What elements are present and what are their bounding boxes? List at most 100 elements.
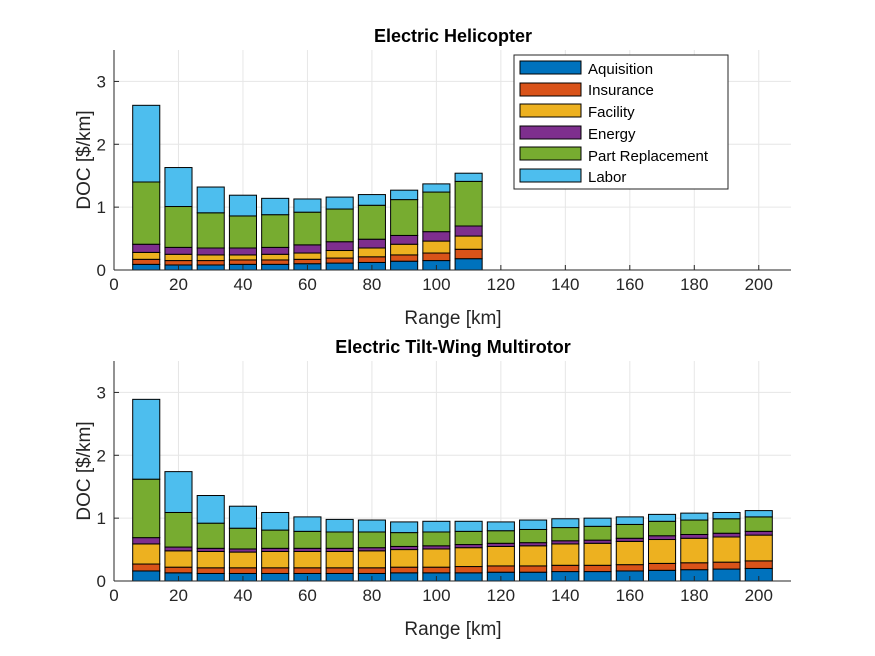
x-tick-label: 180 (680, 275, 708, 294)
bar-segment-aquisition (196, 572, 225, 582)
bar-segment-facility (390, 549, 419, 568)
x-tick-label: 80 (362, 275, 381, 294)
bar-segment-labor (744, 510, 773, 518)
bar-segment-aquisition (454, 258, 483, 271)
bar-stack-60 (293, 516, 322, 582)
bar-stack-90 (390, 521, 419, 582)
x-tick-label: 100 (422, 275, 450, 294)
bar-segment-insurance (357, 256, 386, 263)
bar-segment-energy (648, 535, 677, 541)
bar-stack-70 (325, 196, 354, 271)
bar-segment-labor (357, 519, 386, 533)
bar-segment-part-replacement (519, 528, 548, 544)
bar-segment-facility (132, 251, 161, 260)
bar-segment-energy (164, 246, 193, 255)
bar-segment-facility (228, 551, 257, 569)
bar-segment-part-replacement (293, 211, 322, 246)
bar-segment-labor (680, 512, 709, 521)
bar-segment-labor (132, 398, 161, 480)
bar-segment-energy (390, 234, 419, 245)
bar-segment-labor (519, 519, 548, 530)
bar-segment-energy (744, 530, 773, 536)
bar-segment-energy (293, 244, 322, 254)
bar-segment-insurance (293, 567, 322, 574)
bar-segment-labor (712, 511, 741, 520)
bar-segment-facility (325, 250, 354, 259)
bar-segment-facility (422, 548, 451, 568)
bar-segment-energy (422, 231, 451, 242)
x-tick-label: 0 (109, 275, 118, 294)
bar-segment-energy (357, 238, 386, 249)
bar-segment-aquisition (132, 570, 161, 582)
bar-segment-insurance (325, 567, 354, 574)
bar-segment-labor (261, 197, 290, 216)
legend-entry-part-replacement: Part Replacement (519, 146, 709, 165)
bar-segment-labor (228, 505, 257, 529)
bar-segment-energy (680, 533, 709, 539)
bar-segment-insurance (712, 561, 741, 570)
x-tick-label: 60 (298, 586, 317, 605)
bar-segment-part-replacement (261, 214, 290, 248)
bar-segment-labor (390, 521, 419, 534)
x-tick-label: 180 (680, 586, 708, 605)
bar-stack-200 (744, 510, 773, 582)
bar-segment-aquisition (390, 260, 419, 271)
bar-segment-insurance (519, 565, 548, 573)
chart-title: Electric Tilt-Wing Multirotor (335, 337, 571, 357)
bar-segment-facility (583, 542, 612, 566)
bar-segment-insurance (325, 257, 354, 264)
legend-swatch (519, 125, 582, 140)
bar-segment-facility (390, 243, 419, 256)
bar-segment-insurance (228, 259, 257, 265)
bar-stack-50 (261, 511, 290, 582)
bar-segment-labor (422, 183, 451, 193)
bar-stack-190 (712, 511, 741, 582)
bar-segment-energy (712, 532, 741, 538)
bar-segment-labor (261, 511, 290, 531)
bar-segment-labor (615, 516, 644, 525)
bar-segment-insurance (196, 260, 225, 266)
y-tick-label: 0 (97, 572, 106, 591)
bar-segment-facility (261, 550, 290, 569)
legend-label: Labor (588, 169, 626, 186)
y-tick-label: 2 (97, 135, 106, 154)
bar-segment-aquisition (261, 263, 290, 271)
legend: Aquisition Insurance Facility Energy Par… (513, 54, 729, 190)
legend-label: Aquisition (588, 61, 653, 78)
bar-segment-labor (196, 495, 225, 524)
bar-segment-aquisition (196, 264, 225, 271)
bar-segment-insurance (132, 258, 161, 265)
bar-segment-part-replacement (357, 204, 386, 240)
bar-segment-facility (744, 534, 773, 562)
bar-segment-labor (132, 104, 161, 183)
bar-segment-part-replacement (164, 511, 193, 548)
bar-segment-part-replacement (325, 208, 354, 243)
legend-swatch (519, 168, 582, 183)
bar-segment-facility (454, 235, 483, 250)
bar-stack-120 (486, 521, 515, 582)
bar-stack-180 (680, 512, 709, 582)
bar-segment-facility (519, 545, 548, 567)
plot-electric-tilt-wing-multirotor: Electric Tilt-Wing Multirotor Range [km]… (74, 337, 791, 640)
bar-stack-90 (390, 189, 419, 271)
bar-segment-insurance (196, 567, 225, 574)
x-tick-label: 120 (487, 275, 515, 294)
bar-segment-facility (422, 240, 451, 254)
bar-segment-labor (164, 471, 193, 513)
legend-swatch (519, 103, 582, 118)
bar-segment-energy (325, 241, 354, 252)
bar-segment-insurance (422, 566, 451, 574)
bar-segment-facility (293, 550, 322, 569)
bar-segment-part-replacement (261, 529, 290, 549)
bar-segment-aquisition (132, 263, 161, 271)
y-axis-label: DOC [$/km] (74, 421, 95, 520)
bar-stack-60 (293, 198, 322, 271)
bar-segment-facility (132, 543, 161, 565)
bar-segment-facility (293, 252, 322, 260)
bar-segment-insurance (454, 566, 483, 574)
bar-segment-labor (390, 189, 419, 201)
bar-segment-facility (648, 539, 677, 564)
x-tick-label: 20 (169, 586, 188, 605)
legend-box (513, 54, 729, 190)
bar-segment-aquisition (390, 572, 419, 582)
